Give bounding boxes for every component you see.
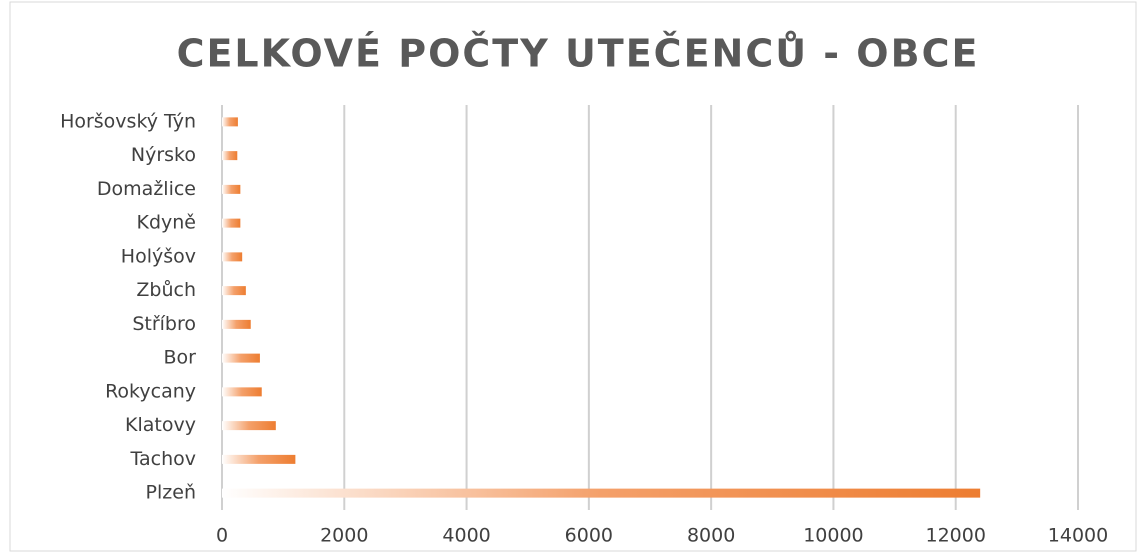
bar	[222, 117, 238, 127]
x-tick-label: 0	[216, 525, 228, 547]
y-tick-label: Klatovy	[125, 414, 196, 436]
bar	[222, 184, 241, 194]
bar	[222, 218, 241, 228]
bar	[222, 387, 262, 397]
y-tick-label: Kdyně	[137, 212, 197, 234]
x-tick-label: 8000	[687, 525, 735, 547]
x-tick-label: 4000	[442, 525, 490, 547]
y-tick-label: Zbůch	[136, 279, 196, 301]
bar	[222, 319, 251, 329]
y-tick-label: Nýrsko	[131, 144, 196, 166]
y-tick-label: Holýšov	[121, 245, 196, 267]
chart-border	[9, 1, 1137, 552]
y-tick-label: Horšovský Týn	[60, 110, 196, 132]
bar	[222, 421, 276, 431]
x-tick-label: 12000	[925, 525, 985, 547]
y-tick-label: Stříbro	[132, 313, 196, 335]
y-tick-label: Plzeň	[146, 482, 196, 504]
bar	[222, 353, 260, 363]
chart-title: CELKOVÉ POČTY UTEČENCŮ - OBCE	[177, 32, 980, 76]
bar	[222, 488, 981, 498]
y-tick-label: Bor	[164, 347, 197, 369]
x-tick-label: 10000	[803, 525, 863, 547]
bar	[222, 454, 296, 464]
bar	[222, 252, 243, 262]
y-tick-label: Tachov	[130, 448, 196, 470]
x-tick-label: 6000	[565, 525, 613, 547]
y-tick-label: Domažlice	[97, 178, 196, 200]
x-tick-label: 14000	[1048, 525, 1108, 547]
x-tick-label: 2000	[320, 525, 368, 547]
bar	[222, 286, 246, 296]
y-tick-label: Rokycany	[105, 380, 196, 402]
bar	[222, 151, 238, 161]
